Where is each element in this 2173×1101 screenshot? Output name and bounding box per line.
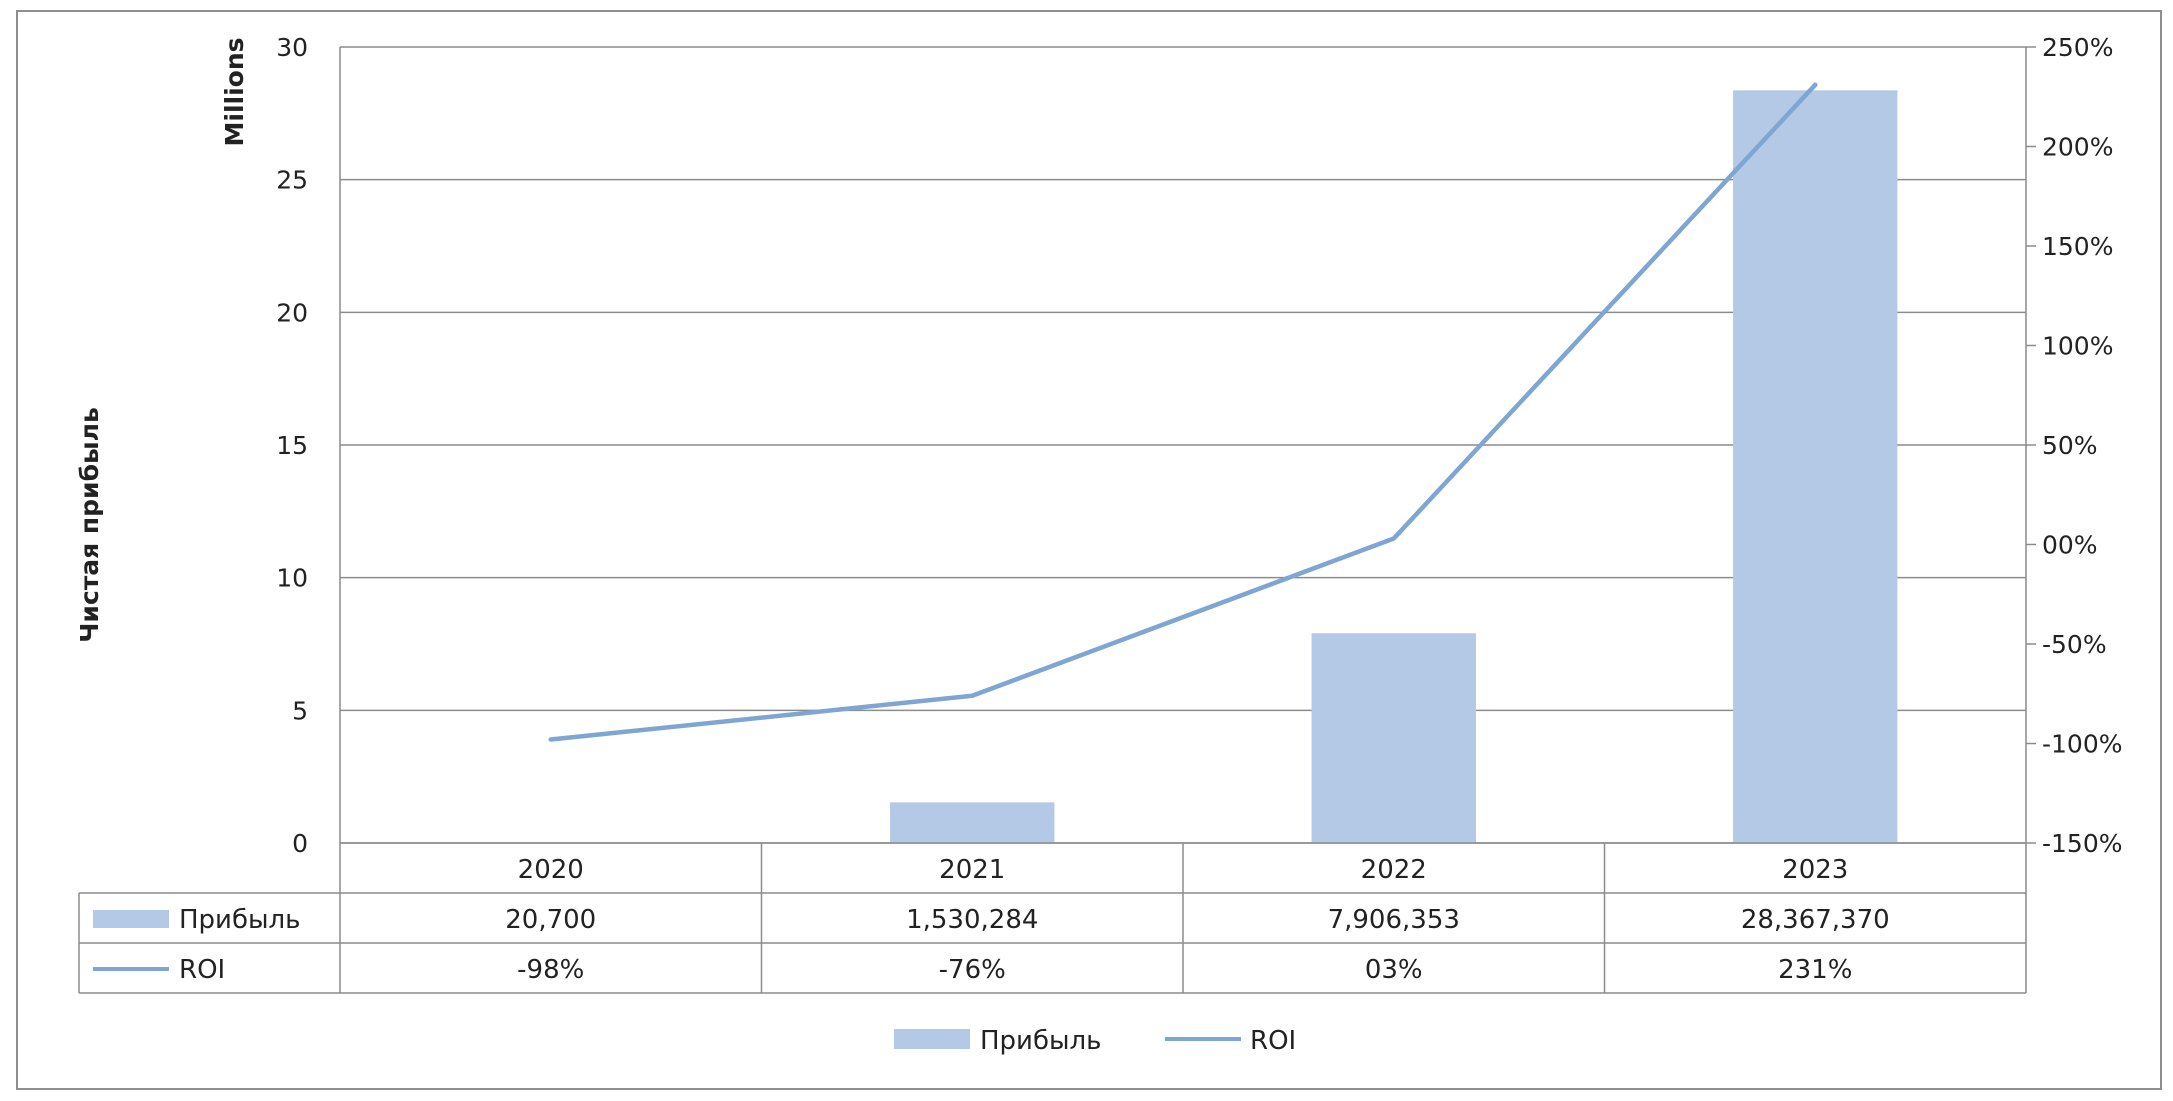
table-cell-profit: 28,367,370 bbox=[1741, 905, 1890, 935]
combo-chart: 0 5 10 15 20 25 30 -150% -100% -50% 00% 50% 100% 150%… bbox=[75, 33, 2123, 1056]
table-cell-profit: 1,530,284 bbox=[906, 905, 1038, 935]
legend-key-profit bbox=[894, 1029, 970, 1049]
y2-tick-label: 150% bbox=[2042, 232, 2113, 261]
table-cell-profit: 20,700 bbox=[505, 905, 596, 935]
y-tick-label: 10 bbox=[276, 564, 308, 593]
legend-label-profit: Прибыль bbox=[980, 1026, 1101, 1056]
y2-tick-label: 50% bbox=[2042, 431, 2098, 460]
table-cell-roi: -98% bbox=[517, 955, 584, 985]
y2-tick-label: 200% bbox=[2042, 133, 2113, 162]
y2-tick-label: -100% bbox=[2042, 730, 2123, 759]
table-row-header-profit: Прибыль bbox=[179, 905, 300, 935]
table-cell-profit: 7,906,353 bbox=[1328, 905, 1460, 935]
y-axis-title: Чистая прибыль bbox=[75, 407, 104, 643]
table-key-profit bbox=[93, 910, 169, 928]
x-category-label: 2020 bbox=[518, 855, 584, 885]
x-category-label: 2022 bbox=[1361, 855, 1427, 885]
table-cell-roi: 03% bbox=[1365, 955, 1423, 985]
y-tick-label: 25 bbox=[276, 166, 308, 195]
roi-line bbox=[548, 82, 1818, 742]
y2-tick-label: 00% bbox=[2042, 531, 2098, 560]
bar-2021 bbox=[890, 802, 1055, 843]
legend-label-roi: ROI bbox=[1250, 1026, 1296, 1056]
bar-2023 bbox=[1733, 90, 1898, 844]
bar-2022 bbox=[1311, 633, 1476, 843]
table-row-header-roi: ROI bbox=[179, 955, 225, 985]
y2-tick-label: 250% bbox=[2042, 33, 2113, 62]
y-axis-unit: Millions bbox=[220, 37, 249, 146]
table-cell-roi: 231% bbox=[1778, 955, 1852, 985]
x-category-label: 2023 bbox=[1782, 855, 1848, 885]
y-tick-label: 20 bbox=[276, 298, 308, 327]
table-cell-roi: -76% bbox=[939, 955, 1006, 985]
y-tick-label: 5 bbox=[292, 696, 308, 725]
y2-tick-label: 100% bbox=[2042, 332, 2113, 361]
chart-frame: 0 5 10 15 20 25 30 -150% -100% -50% 00% 50% 100% 150%… bbox=[16, 10, 2162, 1090]
y-tick-label: 0 bbox=[292, 829, 308, 858]
y2-tick-label: -150% bbox=[2042, 829, 2123, 858]
y-tick-label: 30 bbox=[276, 33, 308, 62]
y-tick-label: 15 bbox=[276, 431, 308, 460]
y2-tick-label: -50% bbox=[2042, 630, 2107, 659]
x-category-label: 2021 bbox=[939, 855, 1005, 885]
